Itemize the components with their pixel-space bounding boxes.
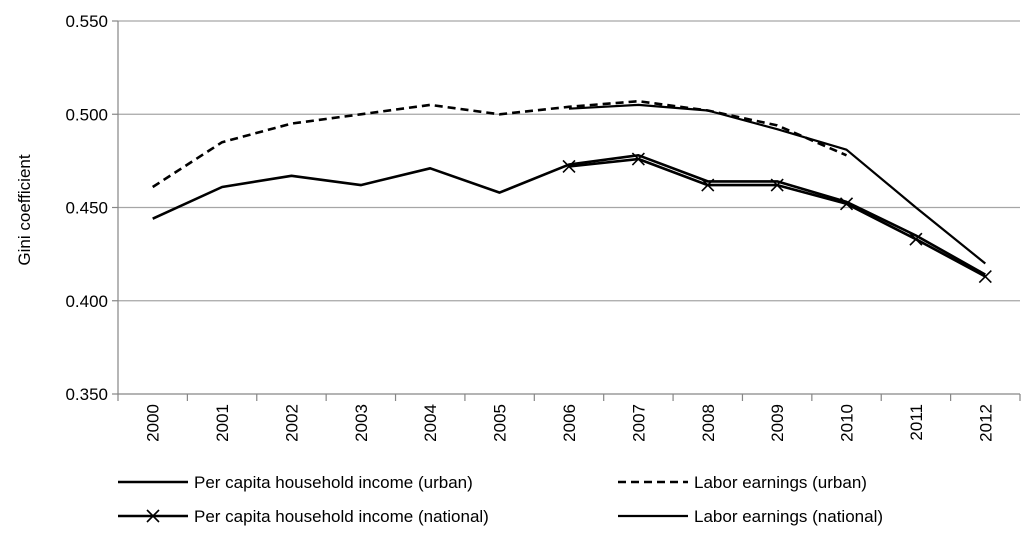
x-marker xyxy=(978,269,992,284)
y-tick-label: 0.500 xyxy=(65,105,108,124)
x-tick-label: 2003 xyxy=(352,404,371,442)
x-tick-label: 2009 xyxy=(768,404,787,442)
x-tick-label: 2011 xyxy=(907,404,926,441)
legend-item: Per capita household income (national) xyxy=(118,507,489,526)
legend-label: Labor earnings (urban) xyxy=(694,473,867,492)
x-tick-label: 2005 xyxy=(491,404,510,442)
x-marker xyxy=(562,159,576,174)
x-tick-label: 2012 xyxy=(976,404,995,442)
plot-area xyxy=(151,99,992,284)
x-marker xyxy=(701,178,715,192)
series-4 xyxy=(568,103,986,265)
y-axis-label: Gini coefficient xyxy=(15,154,34,265)
series-line xyxy=(152,154,986,276)
y-axis: 0.350 0.400 0.450 0.500 0.550 xyxy=(65,12,119,404)
series-1 xyxy=(152,154,986,276)
x-axis: 2000 2001 2002 2003 2004 2005 2006 2007 2008 2009… xyxy=(117,393,1021,442)
x-tick-label: 2008 xyxy=(699,404,718,442)
x-tick-label: 2001 xyxy=(213,404,232,442)
y-tick-label: 0.350 xyxy=(65,385,108,404)
y-tick-label: 0.550 xyxy=(65,12,108,31)
gridlines xyxy=(118,20,1020,302)
series-line xyxy=(568,157,986,278)
series-2 xyxy=(151,99,848,189)
x-tick-label: 2002 xyxy=(282,404,301,442)
x-tick-label: 2010 xyxy=(838,404,857,442)
legend-label: Per capita household income (national) xyxy=(194,507,489,526)
series-line xyxy=(568,103,986,265)
x-tick-label: 2004 xyxy=(421,404,440,442)
legend-item: Labor earnings (urban) xyxy=(618,473,867,492)
x-marker xyxy=(839,197,854,211)
y-tick-label: 0.400 xyxy=(65,292,108,311)
series-3 xyxy=(562,152,992,284)
x-marker xyxy=(909,232,923,246)
legend-label: Per capita household income (urban) xyxy=(194,473,473,492)
legend-item: Labor earnings (national) xyxy=(618,507,883,526)
x-marker xyxy=(631,152,645,166)
x-tick-label: 2007 xyxy=(629,404,648,442)
x-tick-label: 2000 xyxy=(144,404,163,442)
x-marker xyxy=(770,178,784,192)
x-tick-label: 2006 xyxy=(560,404,579,442)
legend-label: Labor earnings (national) xyxy=(694,507,883,526)
y-tick-label: 0.450 xyxy=(65,199,108,218)
legend: Per capita household income (urban) Labor… xyxy=(118,473,883,526)
series-line xyxy=(151,99,848,189)
x-marker xyxy=(146,509,160,523)
legend-item: Per capita household income (urban) xyxy=(118,473,473,492)
